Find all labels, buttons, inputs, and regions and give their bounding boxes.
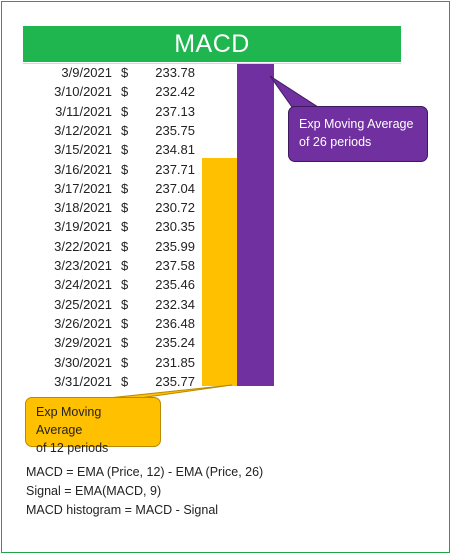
page-title: MACD [23, 26, 401, 62]
row-date: 3/11/2021 [55, 103, 112, 119]
row-price: 230.72 [155, 200, 195, 216]
row-price: 235.99 [155, 238, 195, 254]
row-price: 235.46 [155, 277, 195, 293]
row-price: 237.58 [155, 258, 195, 273]
row-date: 3/25/2021 [54, 296, 112, 312]
row-currency: $ [121, 354, 129, 370]
row-currency: $ [121, 122, 129, 138]
histogram-formula: MACD histogram = MACD - Signal [26, 503, 219, 517]
row-price: 236.48 [155, 315, 195, 331]
row-date: 3/17/2021 [54, 180, 112, 196]
ema-12-callout: Exp Moving Average of 12 periods [25, 397, 161, 455]
row-price: 234.81 [155, 142, 195, 158]
row-date: 3/16/2021 [54, 161, 112, 177]
ema-26-callout-pointer [269, 75, 320, 108]
row-price: 235.77 [155, 373, 195, 389]
row-date: 3/22/2021 [54, 238, 112, 254]
row-price: 235.75 [155, 122, 195, 138]
row-currency: $ [121, 200, 129, 216]
row-price: 232.34 [155, 296, 195, 312]
ema-12-callout-line1: Exp Moving Average [36, 405, 102, 437]
row-currency: $ [121, 142, 129, 158]
row-currency: $ [121, 84, 129, 100]
row-price: 230.35 [155, 219, 195, 235]
macd-formula: MACD = EMA (Price, 12) - EMA (Price, 26) [26, 465, 264, 479]
row-price: 231.85 [155, 354, 195, 370]
row-currency: $ [121, 258, 129, 273]
ema-26-bar [237, 64, 274, 386]
ema-26-callout-line2: of 26 periods [299, 135, 372, 149]
ema-26-callout-line1: Exp Moving Average [299, 117, 414, 131]
row-date: 3/18/2021 [54, 200, 112, 216]
row-date: 3/9/2021 [61, 65, 112, 80]
row-price: 235.24 [155, 335, 195, 351]
row-date: 3/29/2021 [54, 335, 112, 351]
row-date: 3/31/2021 [54, 373, 112, 389]
row-price: 237.04 [155, 180, 195, 196]
row-currency: $ [121, 335, 129, 351]
row-date: 3/24/2021 [54, 277, 112, 293]
row-currency: $ [121, 180, 129, 196]
row-currency: $ [121, 65, 129, 80]
row-currency: $ [121, 373, 129, 389]
row-date: 3/26/2021 [54, 315, 112, 331]
row-currency: $ [121, 103, 129, 119]
row-currency: $ [121, 277, 129, 293]
row-price: 232.42 [155, 84, 195, 100]
row-date: 3/23/2021 [54, 258, 112, 273]
row-currency: $ [121, 238, 129, 254]
row-date: 3/15/2021 [54, 142, 112, 158]
ema-12-callout-line2: of 12 periods [36, 441, 109, 455]
row-currency: $ [121, 296, 129, 312]
row-price: 237.13 [155, 103, 195, 119]
row-date: 3/12/2021 [54, 122, 112, 138]
row-date: 3/19/2021 [54, 219, 112, 235]
row-currency: $ [121, 315, 129, 331]
row-date: 3/30/2021 [54, 354, 112, 370]
row-date: 3/10/2021 [54, 84, 112, 100]
ema-26-callout: Exp Moving Average of 26 periods [288, 106, 428, 162]
row-price: 233.78 [155, 65, 195, 80]
ema-12-bar [202, 158, 237, 386]
signal-formula: Signal = EMA(MACD, 9) [26, 484, 162, 498]
formula-notes: MACD = EMA (Price, 12) - EMA (Price, 26)… [26, 463, 263, 520]
title-divider [23, 63, 401, 64]
row-price: 237.71 [155, 161, 195, 177]
row-currency: $ [121, 161, 129, 177]
row-currency: $ [121, 219, 129, 235]
